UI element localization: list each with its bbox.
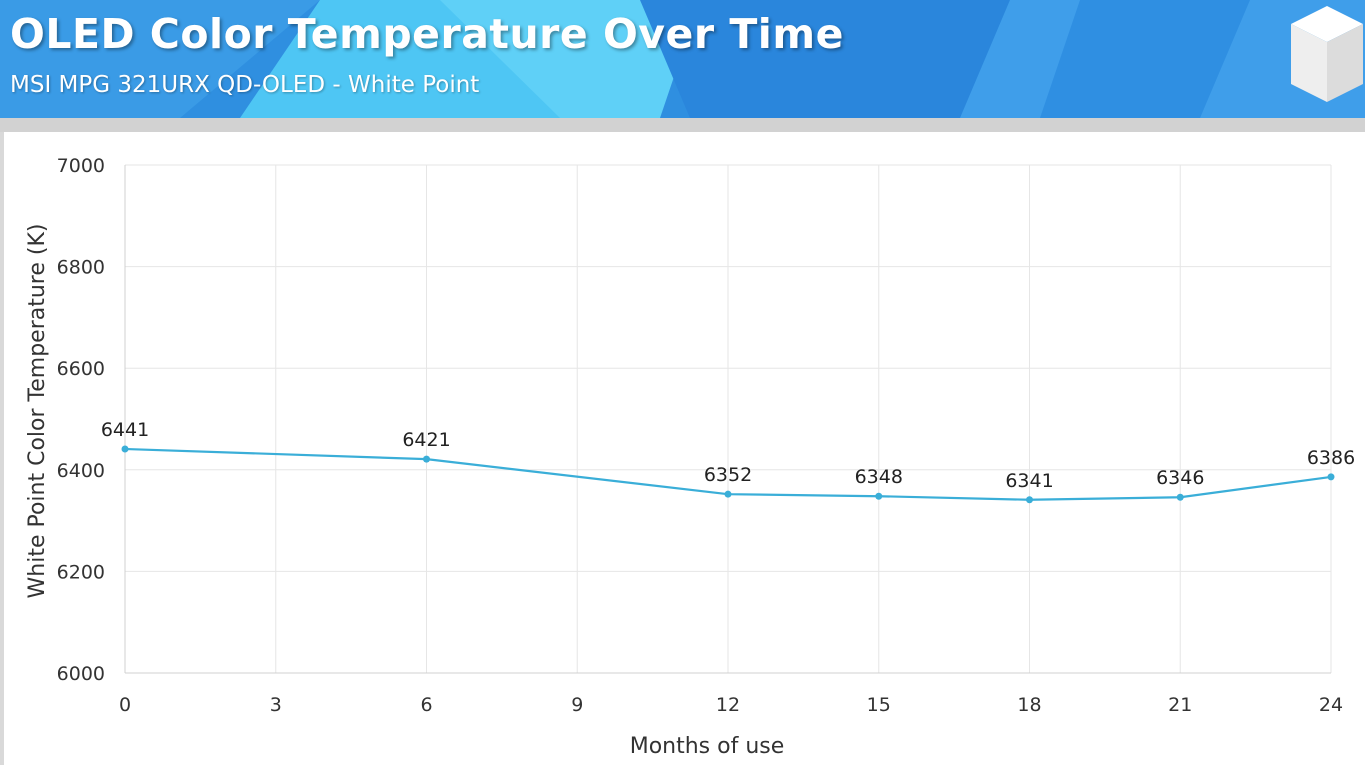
- x-axis-label: Months of use: [630, 734, 785, 759]
- data-point: [1026, 496, 1033, 504]
- cube-logo-icon: [1291, 6, 1363, 102]
- x-tick-label: 18: [1017, 694, 1041, 716]
- data-point: [423, 455, 430, 463]
- data-label: 6421: [402, 429, 450, 451]
- y-tick-label: 6400: [57, 460, 105, 482]
- y-tick-label: 6200: [57, 561, 105, 583]
- y-tick-label: 6000: [57, 663, 105, 685]
- y-tick-label: 6600: [57, 358, 105, 380]
- data-label: 6346: [1156, 467, 1204, 489]
- y-tick-label: 6800: [57, 257, 105, 279]
- x-tick-label: 0: [119, 694, 131, 716]
- data-label: 6352: [704, 464, 752, 486]
- x-tick-label: 3: [270, 694, 282, 716]
- data-point: [875, 492, 883, 500]
- data-label: 6441: [101, 419, 149, 441]
- data-point: [724, 490, 732, 498]
- x-tick-label: 15: [867, 694, 891, 716]
- x-tick-label: 9: [571, 694, 583, 716]
- chart-title: OLED Color Temperature Over Time: [10, 10, 844, 58]
- y-axis-label: White Point Color Temperature (K): [25, 224, 50, 599]
- x-tick-label: 24: [1319, 694, 1343, 716]
- data-label-layer: 6441 6421 6352 6348 6341 6346 6386: [101, 419, 1355, 492]
- x-tick-label: 12: [716, 694, 740, 716]
- line-chart: 6000 6200 6400 6600 6800 7000 0 3 6 9 12 15 18 21 24 6…: [25, 155, 1355, 759]
- data-point: [121, 445, 129, 453]
- data-label: 6348: [855, 466, 903, 488]
- series-layer: [121, 445, 1335, 504]
- chart-subtitle: MSI MPG 321URX QD-OLED - White Point: [10, 72, 480, 98]
- x-tick-label: 6: [420, 694, 432, 716]
- header-separator: [0, 118, 1365, 132]
- header-background: [0, 0, 1365, 118]
- x-tick-label: 21: [1168, 694, 1192, 716]
- grid-layer: [124, 164, 1332, 674]
- data-label: 6386: [1307, 447, 1355, 469]
- chart-panel: 6000 6200 6400 6600 6800 7000 0 3 6 9 12 15 18 21 24 6…: [4, 132, 1365, 765]
- chart-header: OLED Color Temperature Over Time MSI MPG…: [0, 0, 1365, 118]
- y-tick-label: 7000: [57, 155, 105, 177]
- tick-layer: 6000 6200 6400 6600 6800 7000 0 3 6 9 12 15 18 21 24: [57, 155, 1343, 716]
- data-point: [1176, 493, 1184, 501]
- data-label: 6341: [1005, 470, 1053, 492]
- data-point: [1327, 473, 1335, 481]
